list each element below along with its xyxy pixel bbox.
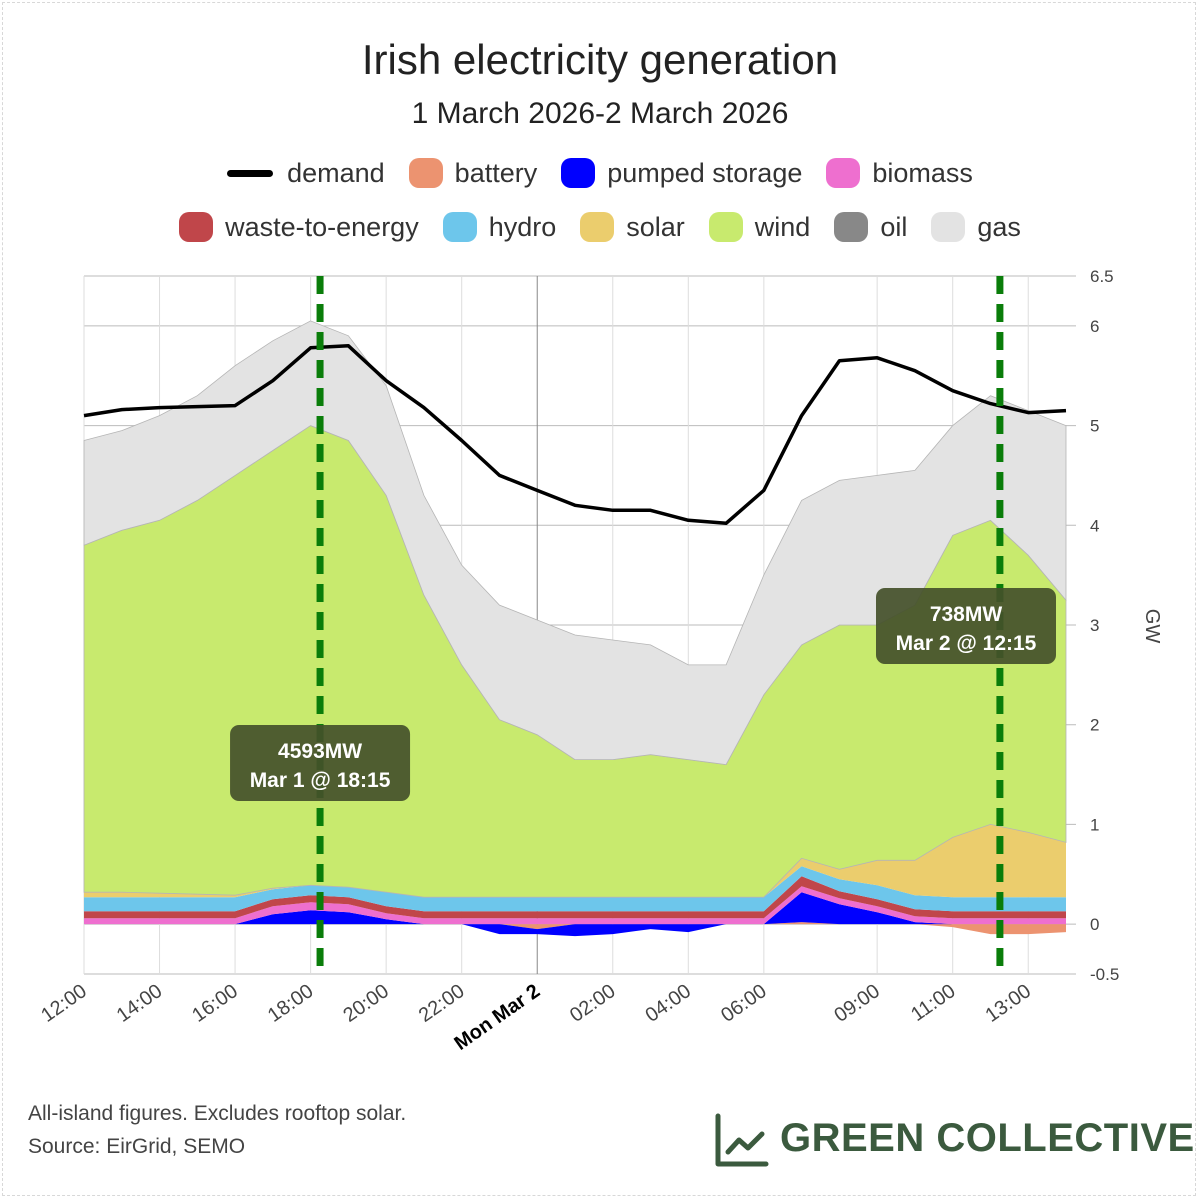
legend-swatch: [408, 158, 443, 188]
chart: 4593MW Mar 1 @ 18:15 738MW Mar 2 @ 12:15 -0.…: [37, 267, 1163, 1055]
brand-name: GREEN COLLECTIVE: [780, 1116, 1195, 1160]
y-tick-label: 6: [1090, 317, 1099, 336]
legend-item[interactable]: demand: [227, 154, 385, 192]
annotation-label: 738MW: [930, 603, 1003, 626]
legend-swatch: [227, 169, 274, 177]
source-note: Source: EirGrid, SEMO: [28, 1135, 246, 1158]
legend-item[interactable]: waste-to-energy: [179, 208, 419, 246]
legend-label: wind: [754, 211, 811, 242]
x-tick-label: Mon Mar 2: [450, 980, 544, 1055]
chart-subtitle: 1 March 2026-2 March 2026: [411, 97, 789, 130]
legend-label: waste-to-energy: [225, 211, 419, 242]
legend-swatch: [931, 212, 966, 242]
footnote: All-island figures. Excludes rooftop sol…: [28, 1102, 407, 1125]
y-tick-label: -0.5: [1090, 965, 1119, 984]
area: [84, 824, 1066, 898]
annotation-box: [230, 725, 411, 801]
legend-label: hydro: [488, 211, 557, 242]
legend-label: oil: [880, 211, 908, 242]
y-axis-label: GW: [1141, 609, 1163, 644]
legend: demand battery pumped storage biomass waste-…: [100, 154, 1100, 246]
legend-label: solar: [626, 211, 685, 242]
area: [84, 866, 1066, 912]
x-tick-label: 20:00: [339, 980, 393, 1027]
legend-label: battery: [454, 157, 538, 188]
legend-item[interactable]: wind: [708, 208, 811, 246]
annotation-label: 4593MW: [278, 740, 362, 763]
legend-swatch: [442, 212, 477, 242]
legend-item[interactable]: oil: [834, 208, 907, 246]
legend-item[interactable]: biomass: [826, 154, 973, 192]
y-tick-label: 3: [1090, 616, 1099, 635]
overlays: 4593MW Mar 1 @ 18:15 738MW Mar 2 @ 12:15: [230, 276, 1056, 974]
legend-swatch: [561, 158, 596, 188]
demand-line: [83, 344, 1067, 526]
x-tick-label: 04:00: [642, 980, 696, 1027]
x-tick-label: 18:00: [264, 980, 318, 1027]
x-tick-label: 06:00: [717, 980, 771, 1027]
area: [84, 886, 1066, 925]
legend-label: pumped storage: [607, 157, 803, 188]
legend-swatch: [179, 212, 214, 242]
x-tick-label: 11:00: [907, 980, 959, 1026]
legend-swatch: [580, 212, 615, 242]
y-tick-label: 4: [1090, 516, 1099, 535]
legend-label: gas: [977, 211, 1021, 242]
x-tick-label: 16:00: [188, 980, 242, 1027]
brand-icon: [715, 1113, 769, 1167]
y-tick-label: 1: [1090, 815, 1099, 834]
legend-swatch: [708, 212, 743, 242]
annotation-box: [876, 588, 1056, 664]
x-tick-label: 12:00: [37, 980, 91, 1027]
legend-item[interactable]: battery: [408, 154, 538, 192]
legend-swatch: [826, 158, 861, 188]
x-tick-label: 02:00: [566, 980, 620, 1027]
x-tick-label: 13:00: [981, 980, 1035, 1027]
y-tick-label: 0: [1090, 915, 1099, 934]
legend-item[interactable]: gas: [931, 208, 1021, 246]
annotation-sublabel: Mar 1 @ 18:15: [250, 769, 391, 792]
y-tick-label: 2: [1090, 716, 1099, 735]
x-tick-label: 22:00: [415, 980, 469, 1027]
chart-title: Irish electricity generation: [361, 36, 839, 83]
x-tick-label: 14:00: [113, 980, 167, 1027]
annotation-sublabel: Mar 2 @ 12:15: [896, 632, 1037, 655]
area: [84, 892, 1066, 937]
x-tick-label: 09:00: [830, 980, 884, 1027]
area: [84, 876, 1066, 919]
legend-item[interactable]: solar: [580, 208, 685, 246]
legend-label: demand: [287, 157, 385, 188]
y-tick-label: 6.5: [1090, 267, 1114, 286]
legend-label: biomass: [872, 157, 973, 188]
legend-item[interactable]: hydro: [442, 208, 557, 246]
legend-swatch: [834, 212, 869, 242]
legend-item[interactable]: pumped storage: [561, 154, 802, 192]
y-tick-label: 5: [1090, 417, 1099, 436]
area: [83, 320, 1067, 766]
